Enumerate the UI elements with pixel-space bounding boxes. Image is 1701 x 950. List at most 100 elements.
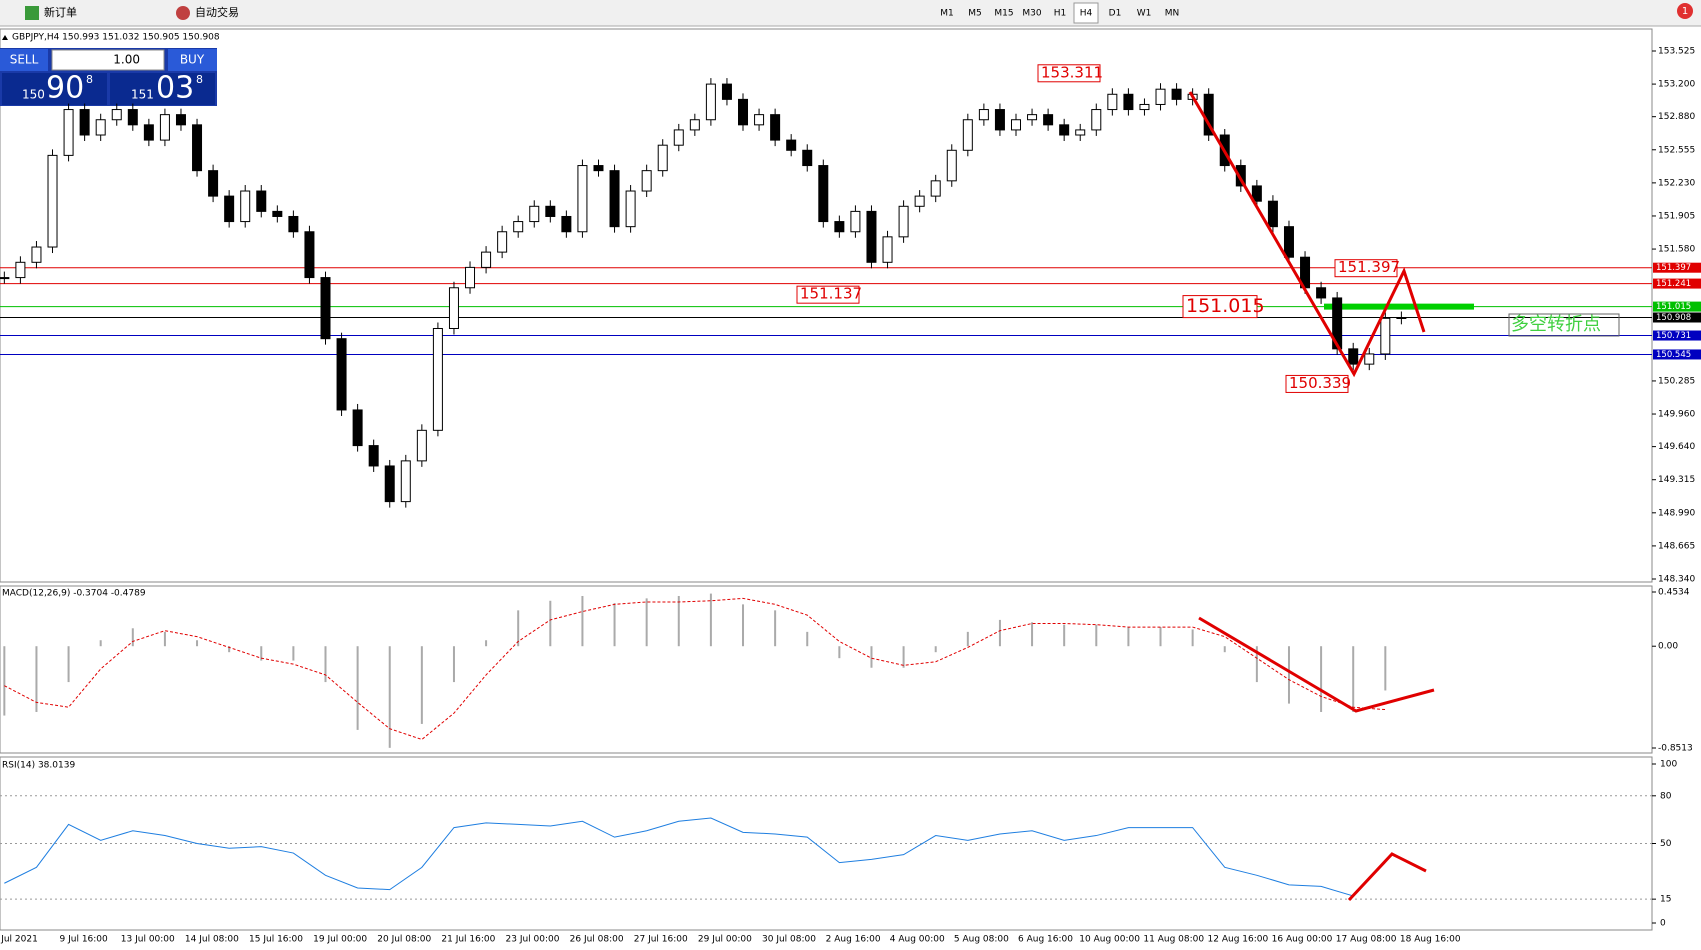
candle [898,205,909,238]
volume[interactable]: 1.00 [113,53,140,67]
candle [79,109,90,136]
volume-box[interactable] [51,49,165,71]
new-order-icon[interactable] [25,6,39,20]
new-order-button[interactable]: 新订单 [44,5,77,19]
candle [545,205,556,217]
macd-bar [934,646,937,653]
candle [1380,317,1391,355]
candle [1091,109,1102,131]
auto-trading-button[interactable]: 自动交易 [195,5,239,19]
timeframe-button[interactable]: MN [1165,9,1180,19]
y-tick-label: 148.665 [1658,541,1695,551]
x-tick-label: 16 Aug 00:00 [1272,935,1333,945]
timeframe-button[interactable]: M5 [968,9,982,19]
candle [1251,185,1262,202]
candle [802,149,813,167]
macd-header: MACD(12,26,9) -0.3704 -0.4789 [2,589,146,599]
candle [208,170,219,197]
candle [834,221,845,233]
macd-bar [613,603,616,647]
timeframe-button[interactable]: M30 [1022,9,1041,19]
macd-bar [99,640,102,647]
macd-bar [388,646,391,748]
candle [529,205,540,223]
macd-bar [67,646,70,683]
y-tick-label: 0.4534 [1658,588,1690,598]
macd-bar [966,631,969,647]
candle [256,190,267,212]
candle [786,139,797,151]
y-tick-label: 15 [1660,895,1671,905]
macd-bar [163,631,166,647]
candle [416,429,427,462]
x-tick-label: 30 Jul 08:00 [762,935,816,945]
price-label: 153.311 [1041,63,1103,81]
candle [1010,119,1021,131]
buy-label[interactable]: BUY [180,53,205,67]
sell-label[interactable]: SELL [10,53,39,67]
candle [1171,88,1182,100]
macd-bar [260,646,263,661]
bid-box[interactable] [2,73,107,105]
level-tag [1653,312,1701,323]
macd-bar [677,595,680,647]
candle [47,154,58,248]
x-tick-label: 9 Jul 16:00 [60,935,109,945]
candle [15,261,26,279]
timeframe-button[interactable]: W1 [1137,9,1152,19]
macd-bar [517,610,520,647]
collapse-icon[interactable] [2,35,8,40]
auto-trading-icon[interactable] [176,6,190,20]
price-label-box [1285,374,1349,393]
x-tick-label: Jul 2021 [0,935,38,945]
x-tick-label: 6 Aug 16:00 [1018,935,1073,945]
buy-button[interactable] [168,49,217,71]
macd-frame [0,585,1653,754]
y-tick-label: 148.340 [1658,575,1695,585]
macd-bar [838,646,841,659]
candle [1396,316,1407,319]
active-timeframe [1073,2,1099,24]
ask-frac: 8 [196,73,203,86]
price-label-box [1334,259,1398,278]
macd-bar [581,595,584,647]
macd-arrow [1198,616,1435,713]
x-tick-label: 11 Aug 08:00 [1143,935,1204,945]
candle [850,210,861,233]
candle [95,119,106,136]
candle [1364,353,1375,365]
x-tick-label: 26 Jul 08:00 [570,935,624,945]
x-tick-label: 29 Jul 00:00 [698,935,752,945]
drawn-arrows [1188,91,1435,902]
alert-badge[interactable] [1677,3,1693,19]
macd-bar [806,631,809,647]
macd-bar [998,619,1001,647]
x-tick-label: 15 Jul 16:00 [249,935,303,945]
y-tick-label: 50 [1660,839,1672,849]
level-tag [1653,262,1701,273]
macd-bar [1320,646,1323,712]
candle [1059,124,1070,136]
y-tick-label: 148.990 [1658,508,1695,518]
x-tick-label: 2 Aug 16:00 [826,935,881,945]
timeframe-button[interactable]: M15 [994,9,1013,19]
timeframe-button[interactable]: H4 [1080,9,1093,19]
sell-button[interactable] [0,49,48,71]
candle [368,445,379,467]
candle [914,195,925,207]
ask-box[interactable] [110,73,215,105]
candle [111,109,122,121]
macd-bar [1191,629,1194,647]
candle [930,180,941,197]
candle [946,149,957,182]
timeframe-button[interactable]: D1 [1109,9,1122,19]
candle [577,165,588,233]
timeframe-button[interactable]: M1 [940,9,954,19]
y-tick-label: 153.200 [1658,80,1695,90]
timeframe-button[interactable]: H1 [1054,9,1067,19]
x-tick-label: 20 Jul 08:00 [377,935,431,945]
ask-pips: 03 [156,71,194,106]
macd-bar [324,646,327,683]
x-tick-label: 5 Aug 08:00 [954,935,1009,945]
price-label: 150.339 [1289,374,1351,392]
